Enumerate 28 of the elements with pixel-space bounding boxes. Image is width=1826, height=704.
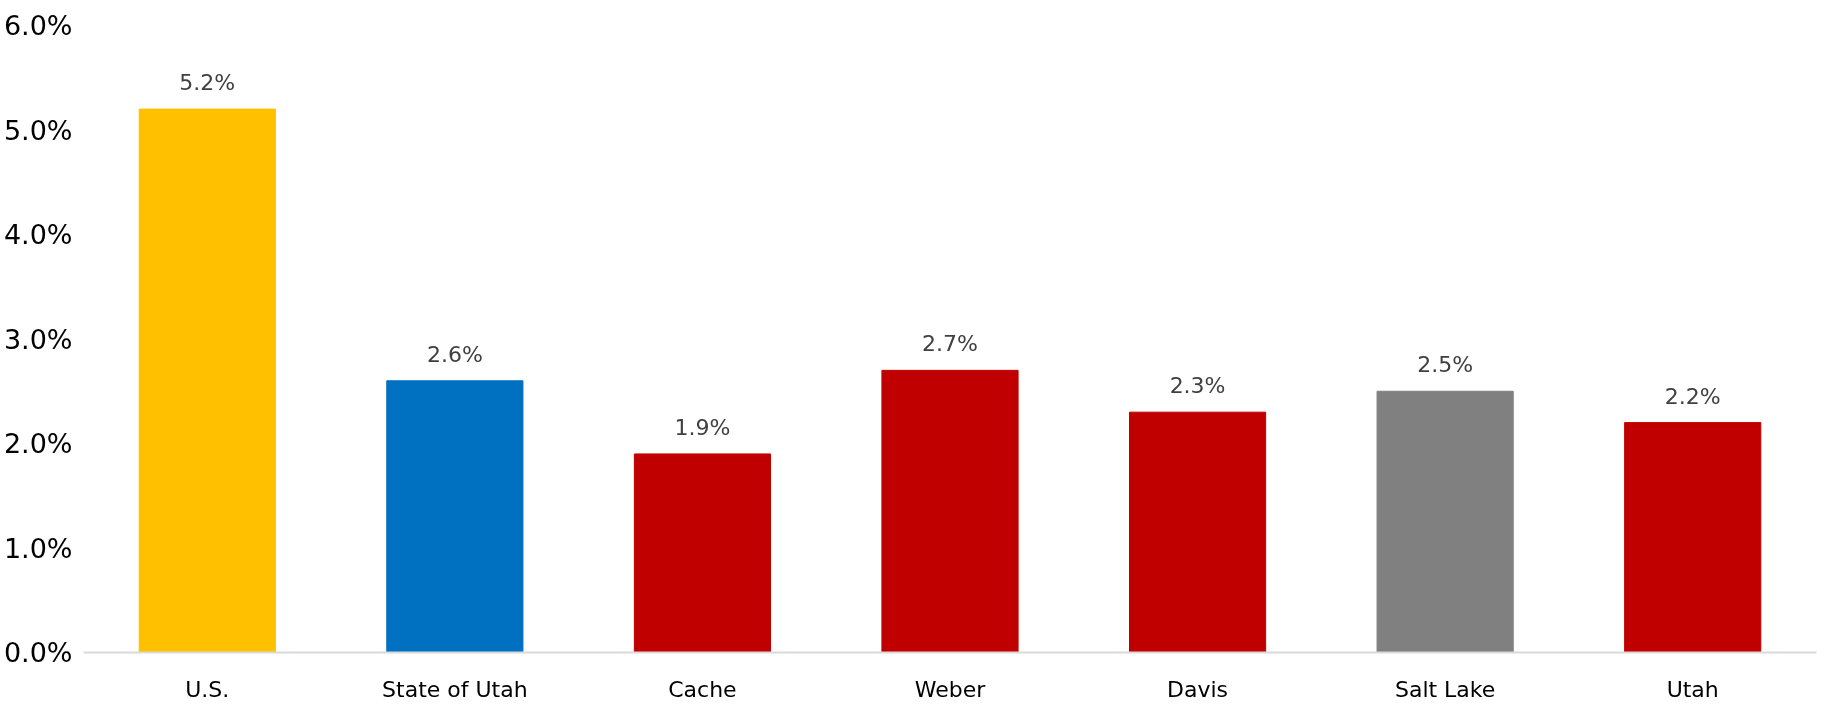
x-tick-label: U.S. — [185, 676, 230, 702]
x-tick-label: Davis — [1167, 676, 1229, 702]
x-tick-label: State of Utah — [382, 676, 528, 702]
x-tick-label: Weber — [914, 676, 987, 702]
bar — [633, 453, 772, 653]
y-tick-label: 4.0% — [3, 219, 73, 250]
data-label: 2.2% — [1664, 383, 1721, 409]
bar — [138, 108, 276, 653]
data-label: 5.2% — [179, 70, 236, 96]
data-label: 2.3% — [1169, 373, 1226, 399]
y-tick-label: 2.0% — [3, 428, 73, 459]
bar — [386, 380, 524, 653]
data-label: 2.5% — [1417, 352, 1474, 378]
bar — [1128, 411, 1267, 653]
y-tick-label: 0.0% — [3, 637, 73, 668]
y-tick-label: 1.0% — [3, 532, 73, 564]
bar — [1624, 422, 1762, 653]
data-label: 2.7% — [922, 331, 978, 357]
y-tick-label: 5.0% — [3, 114, 73, 146]
data-label: 2.6% — [426, 341, 483, 367]
x-tick-label: Salt Lake — [1394, 676, 1496, 702]
bar — [881, 369, 1019, 653]
y-tick-label: 3.0% — [3, 323, 73, 355]
bar — [1376, 390, 1514, 653]
x-tick-label: Utah — [1666, 676, 1719, 702]
y-tick-label: 6.0% — [3, 10, 73, 41]
x-tick-label: Cache — [668, 676, 737, 702]
data-label: 1.9% — [674, 414, 731, 440]
